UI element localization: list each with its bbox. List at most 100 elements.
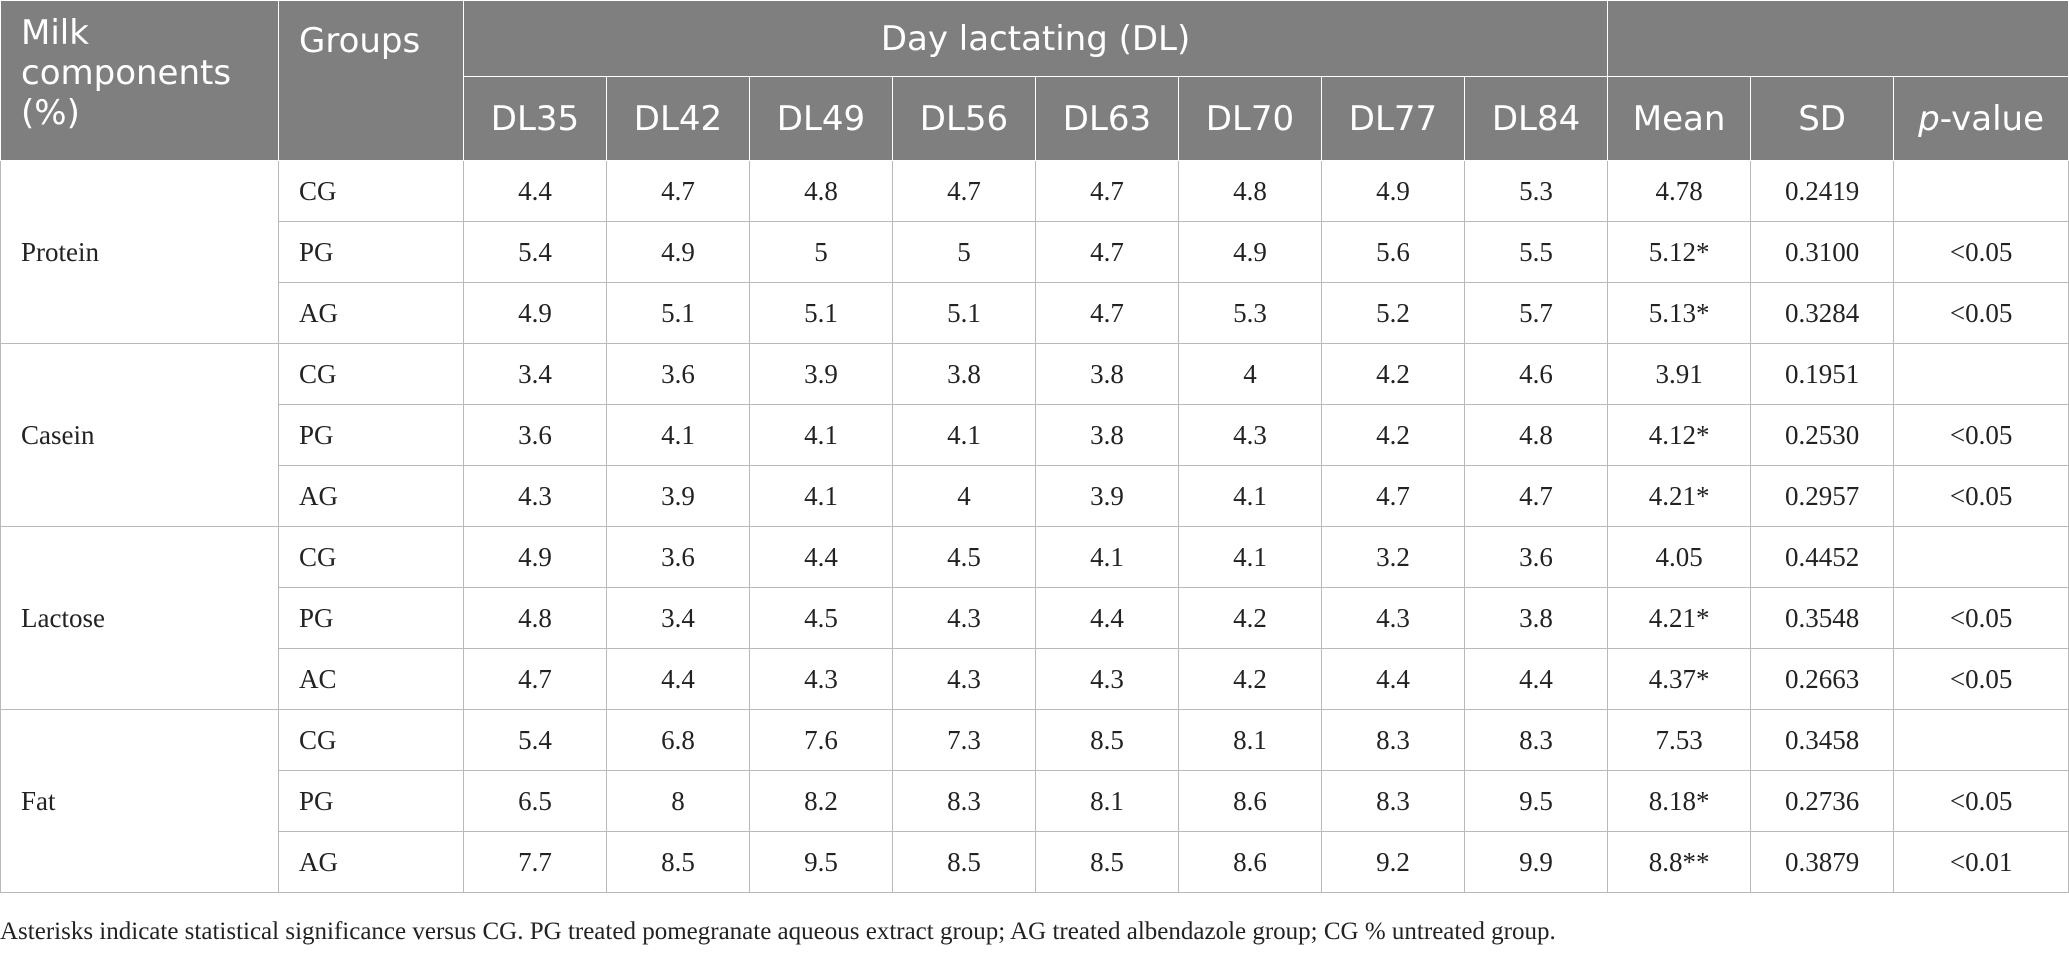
value-cell: 8 (606, 770, 750, 832)
sd-cell: 0.2530 (1750, 404, 1895, 466)
value-cell: 5 (749, 221, 893, 283)
value-cell: 3.4 (463, 343, 607, 405)
table-row: PG 5.4 4.9 5 5 4.7 4.9 5.6 5.5 5.12* 0.3100 <0.05 (1, 221, 2069, 283)
mean-cell: 8.18* (1607, 770, 1752, 832)
value-cell: 7.7 (463, 831, 607, 893)
value-cell: 8.3 (892, 770, 1036, 832)
value-cell: 8.5 (892, 831, 1036, 893)
header-col-dl63: DL63 (1035, 76, 1179, 161)
table-row: PG 4.8 3.4 4.5 4.3 4.4 4.2 4.3 3.8 4.21* 0.3548 <0.… (1, 587, 2069, 649)
mean-cell: 4.78 (1607, 160, 1752, 222)
value-cell: 4.1 (1178, 465, 1322, 527)
value-cell: 4.4 (749, 526, 893, 588)
p-cell (1893, 526, 2069, 588)
p-cell: <0.05 (1893, 282, 2069, 344)
value-cell: 5.1 (892, 282, 1036, 344)
value-cell: 3.4 (606, 587, 750, 649)
value-cell: 4.8 (463, 587, 607, 649)
value-cell: 3.8 (892, 343, 1036, 405)
value-cell: 4.8 (749, 160, 893, 222)
value-cell: 3.2 (1321, 526, 1465, 588)
header-col-dl35: DL35 (463, 76, 607, 161)
value-cell: 8.1 (1178, 709, 1322, 771)
value-cell: 5.4 (463, 221, 607, 283)
value-cell: 4.1 (606, 404, 750, 466)
mean-cell: 5.13* (1607, 282, 1752, 344)
mean-cell: 4.21* (1607, 465, 1752, 527)
value-cell: 4.7 (1035, 282, 1179, 344)
value-cell: 4.1 (749, 465, 893, 527)
value-cell: 9.2 (1321, 831, 1465, 893)
value-cell: 4.1 (892, 404, 1036, 466)
value-cell: 4.1 (1035, 526, 1179, 588)
value-cell: 8.6 (1178, 770, 1322, 832)
p-cell (1893, 709, 2069, 771)
value-cell: 4.2 (1178, 587, 1322, 649)
value-cell: 8.3 (1321, 709, 1465, 771)
value-cell: 4.5 (892, 526, 1036, 588)
table-row: Protein CG 4.4 4.7 4.8 4.7 4.7 4.8 4.9 5.3 4.78 0.2… (0, 160, 2069, 344)
sd-cell: 0.1951 (1750, 343, 1895, 405)
value-cell: 4.4 (606, 648, 750, 710)
group-cell: AG (278, 831, 464, 893)
group-cell: AG (278, 465, 464, 527)
header-col-dl49: DL49 (749, 76, 893, 161)
table-row: AG 7.7 8.5 9.5 8.5 8.5 8.6 9.2 9.9 8.8** 0.3879 <0.… (1, 831, 2069, 893)
p-cell: <0.05 (1893, 587, 2069, 649)
value-cell: 3.8 (1035, 404, 1179, 466)
value-cell: 4.9 (463, 526, 607, 588)
value-cell: 3.6 (606, 343, 750, 405)
table-row: AC 4.7 4.4 4.3 4.3 4.3 4.2 4.4 4.4 4.37* 0.2663 <0.… (1, 648, 2069, 710)
header-col-sd: SD (1750, 76, 1895, 161)
value-cell: 5.3 (1178, 282, 1322, 344)
value-cell: 4 (892, 465, 1036, 527)
header-col-pvalue: p-value (1893, 76, 2069, 161)
value-cell: 4.3 (892, 648, 1036, 710)
group-cell: PG (278, 404, 464, 466)
p-cell: <0.05 (1893, 404, 2069, 466)
p-cell: <0.05 (1893, 648, 2069, 710)
value-cell: 4.7 (1035, 221, 1179, 283)
value-cell: 3.8 (1035, 343, 1179, 405)
mean-cell: 4.05 (1607, 526, 1752, 588)
sd-cell: 0.2419 (1750, 160, 1895, 222)
table-row: AG 4.9 5.1 5.1 5.1 4.7 5.3 5.2 5.7 5.13* 0.3284 <0.… (1, 282, 2069, 344)
value-cell: 8.5 (606, 831, 750, 893)
value-cell: 3.9 (749, 343, 893, 405)
table-row: Fat CG 5.4 6.8 7.6 7.3 8.5 8.1 8.3 8.3 7.53 0.3458 (0, 709, 2069, 893)
sd-cell: 0.2663 (1750, 648, 1895, 710)
value-cell: 4.4 (463, 160, 607, 222)
value-cell: 5.5 (1463, 221, 1609, 283)
value-cell: 5.4 (463, 709, 607, 771)
sd-cell: 0.2957 (1750, 465, 1895, 527)
header-milk-components: Milk components (%) (0, 0, 279, 161)
value-cell: 6.8 (606, 709, 750, 771)
sd-cell: 0.3100 (1750, 221, 1895, 283)
table-footnote: Asterisks indicate statistical significa… (0, 918, 1556, 945)
table-header: Milk components (%) Groups Day lactating… (0, 0, 2069, 161)
value-cell: 9.5 (1463, 770, 1609, 832)
header-groups: Groups (278, 0, 464, 161)
value-cell: 4.9 (606, 221, 750, 283)
value-cell: 4.4 (1035, 587, 1179, 649)
sd-cell: 0.2736 (1750, 770, 1895, 832)
value-cell: 8.6 (1178, 831, 1322, 893)
value-cell: 4.7 (1035, 160, 1179, 222)
table-row: PG 3.6 4.1 4.1 4.1 3.8 4.3 4.2 4.8 4.12* 0.2530 <0.… (1, 404, 2069, 466)
mean-cell: 4.37* (1607, 648, 1752, 710)
value-cell: 8.3 (1463, 709, 1609, 771)
value-cell: 8.5 (1035, 709, 1179, 771)
pvalue-suffix: -value (1939, 98, 2044, 139)
value-cell: 4.1 (1178, 526, 1322, 588)
value-cell: 4.2 (1321, 343, 1465, 405)
component-cell: Fat (0, 709, 279, 893)
value-cell: 4.4 (1463, 648, 1609, 710)
pvalue-p: p (1918, 98, 1940, 139)
value-cell: 7.3 (892, 709, 1036, 771)
value-cell: 4.9 (463, 282, 607, 344)
header-col-mean: Mean (1607, 76, 1752, 161)
table-row: Lactose CG 4.9 3.6 4.4 4.5 4.1 4.1 3.2 3.6 4.05 0.4… (0, 526, 2069, 710)
sd-cell: 0.3879 (1750, 831, 1895, 893)
value-cell: 4.7 (1321, 465, 1465, 527)
